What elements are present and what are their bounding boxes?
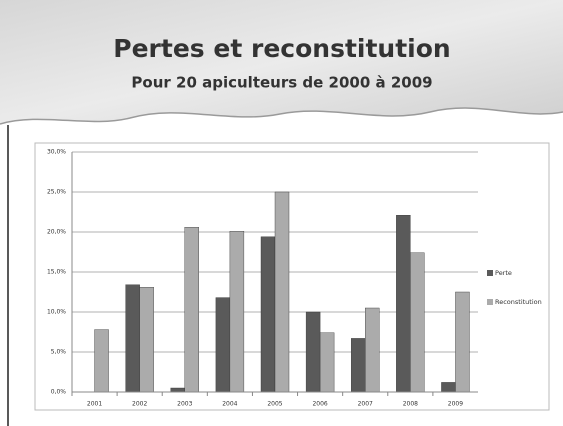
bar (455, 292, 469, 392)
bar (275, 192, 289, 392)
x-tick-label: 2009 (448, 401, 463, 408)
x-tick-label: 2004 (222, 401, 237, 408)
y-tick-label: 10,0% (47, 309, 66, 316)
legend-label: Perte (495, 269, 512, 277)
bar (230, 231, 244, 392)
bar (410, 253, 424, 392)
slide: Pertes et reconstitution Pour 20 apicult… (0, 0, 563, 426)
bar (171, 388, 185, 392)
bar (441, 382, 455, 392)
x-tick-label: 2002 (132, 401, 147, 408)
y-tick-label: 0,0% (51, 389, 67, 396)
bar (95, 330, 109, 392)
x-tick-label: 2006 (312, 401, 327, 408)
bar (261, 237, 275, 392)
x-tick-label: 2003 (177, 401, 192, 408)
x-tick-label: 2007 (358, 401, 373, 408)
y-tick-label: 5,0% (51, 349, 67, 356)
legend-swatch (487, 299, 493, 305)
legend-swatch (487, 270, 493, 276)
bar (185, 227, 199, 392)
bar (140, 287, 154, 392)
chart-title: Pertes et reconstitution (113, 34, 450, 63)
x-tick-label: 2005 (267, 401, 282, 408)
bar (351, 338, 365, 392)
y-tick-label: 25,0% (47, 189, 66, 196)
legend-label: Reconstitution (495, 298, 542, 306)
y-tick-label: 15,0% (47, 269, 66, 276)
bar (216, 298, 230, 392)
bar (396, 215, 410, 392)
x-tick-label: 2001 (87, 401, 102, 408)
y-tick-label: 30,0% (47, 149, 66, 156)
x-tick-label: 2008 (403, 401, 418, 408)
bar (320, 333, 334, 392)
y-tick-label: 20,0% (47, 229, 66, 236)
chart-area (35, 143, 549, 410)
chart: Pertes et reconstitution Pour 20 apicult… (0, 0, 563, 426)
bar (365, 308, 379, 392)
bar (126, 285, 140, 392)
chart-subtitle: Pour 20 apiculteurs de 2000 à 2009 (131, 74, 432, 92)
bar (306, 312, 320, 392)
